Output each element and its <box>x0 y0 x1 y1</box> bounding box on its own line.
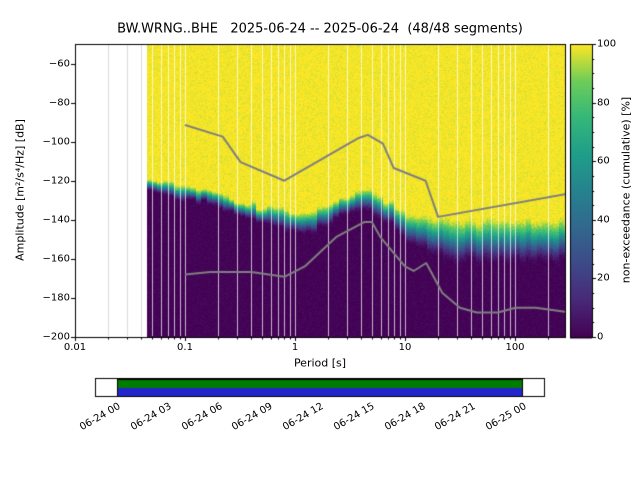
x-tick-label: 1 <box>291 342 299 353</box>
y-tick-label: −120 <box>42 175 70 187</box>
colorbar-tick-label: 20 <box>597 272 610 284</box>
y-tick-label: −140 <box>42 214 70 226</box>
colorbar-tick-label: 100 <box>597 38 617 50</box>
colorbar-tick-label: 0 <box>597 331 604 343</box>
x-tick-label: 0.1 <box>177 342 193 353</box>
x-tick-label: 100 <box>505 342 525 353</box>
colorbar-tick-label: 40 <box>597 214 610 226</box>
x-axis-label: Period [s] <box>293 356 347 370</box>
y-tick-label: −160 <box>42 253 70 265</box>
y-tick-label: −200 <box>42 331 70 343</box>
y-tick-label: −60 <box>48 58 70 69</box>
y-tick-label: −180 <box>42 292 70 304</box>
colorbar-label: non-exceedance (cumulative) [%] <box>619 96 633 284</box>
colorbar-tick-label: 60 <box>597 155 610 167</box>
x-tick-label: 10 <box>398 342 412 353</box>
plot-title: BW.WRNG..BHE 2025-06-24 -- 2025-06-24 (4… <box>117 21 523 37</box>
colorbar-tick-label: 80 <box>597 97 610 109</box>
x-tick-label: 0.01 <box>63 342 87 353</box>
y-tick-label: −80 <box>48 97 70 109</box>
y-tick-label: −100 <box>42 136 70 148</box>
y-axis-label: Amplitude [m²/s⁴/Hz] [dB] <box>13 119 27 261</box>
